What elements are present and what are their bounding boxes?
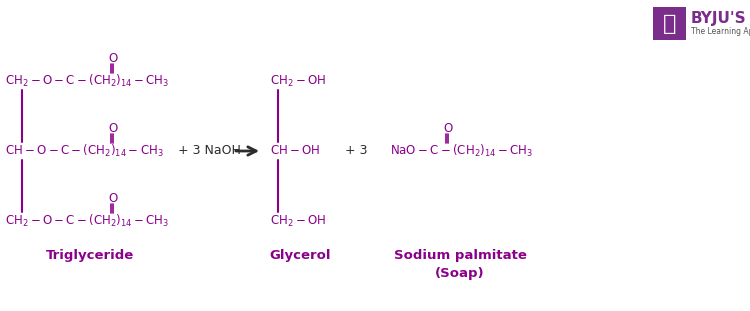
Text: $\mathregular{NaO - C - (CH_2)_{14} - CH_3}$: $\mathregular{NaO - C - (CH_2)_{14} - CH… [390,143,533,159]
Text: $\mathregular{CH_2 - O - C - (CH_2)_{14} - CH_3}$: $\mathregular{CH_2 - O - C - (CH_2)_{14}… [5,213,170,229]
Text: $\mathregular{CH_2 - OH}$: $\mathregular{CH_2 - OH}$ [270,73,326,89]
Text: O: O [108,53,117,66]
Text: + 3 NaOH: + 3 NaOH [178,145,241,157]
Text: O: O [108,193,117,206]
Text: O: O [108,123,117,136]
Text: (Soap): (Soap) [435,267,484,280]
Text: Sodium palmitate: Sodium palmitate [394,249,526,262]
Text: Triglyceride: Triglyceride [46,249,134,262]
Text: Ⓑ: Ⓑ [663,13,676,34]
Text: O: O [443,123,452,136]
Text: $\mathregular{CH_2 - O - C - (CH_2)_{14} - CH_3}$: $\mathregular{CH_2 - O - C - (CH_2)_{14}… [5,73,170,89]
Text: $\mathregular{CH - O - C - (CH_2)_{14} - CH_3}$: $\mathregular{CH - O - C - (CH_2)_{14} -… [5,143,164,159]
Text: The Learning App: The Learning App [691,26,750,35]
Text: $\mathregular{CH - OH}$: $\mathregular{CH - OH}$ [270,145,320,157]
Text: Glycerol: Glycerol [269,249,331,262]
Bar [653,7,686,40]
Text: BYJU'S: BYJU'S [691,11,746,26]
Text: $\mathregular{CH_2 - OH}$: $\mathregular{CH_2 - OH}$ [270,213,326,229]
Text: + 3: + 3 [345,145,368,157]
